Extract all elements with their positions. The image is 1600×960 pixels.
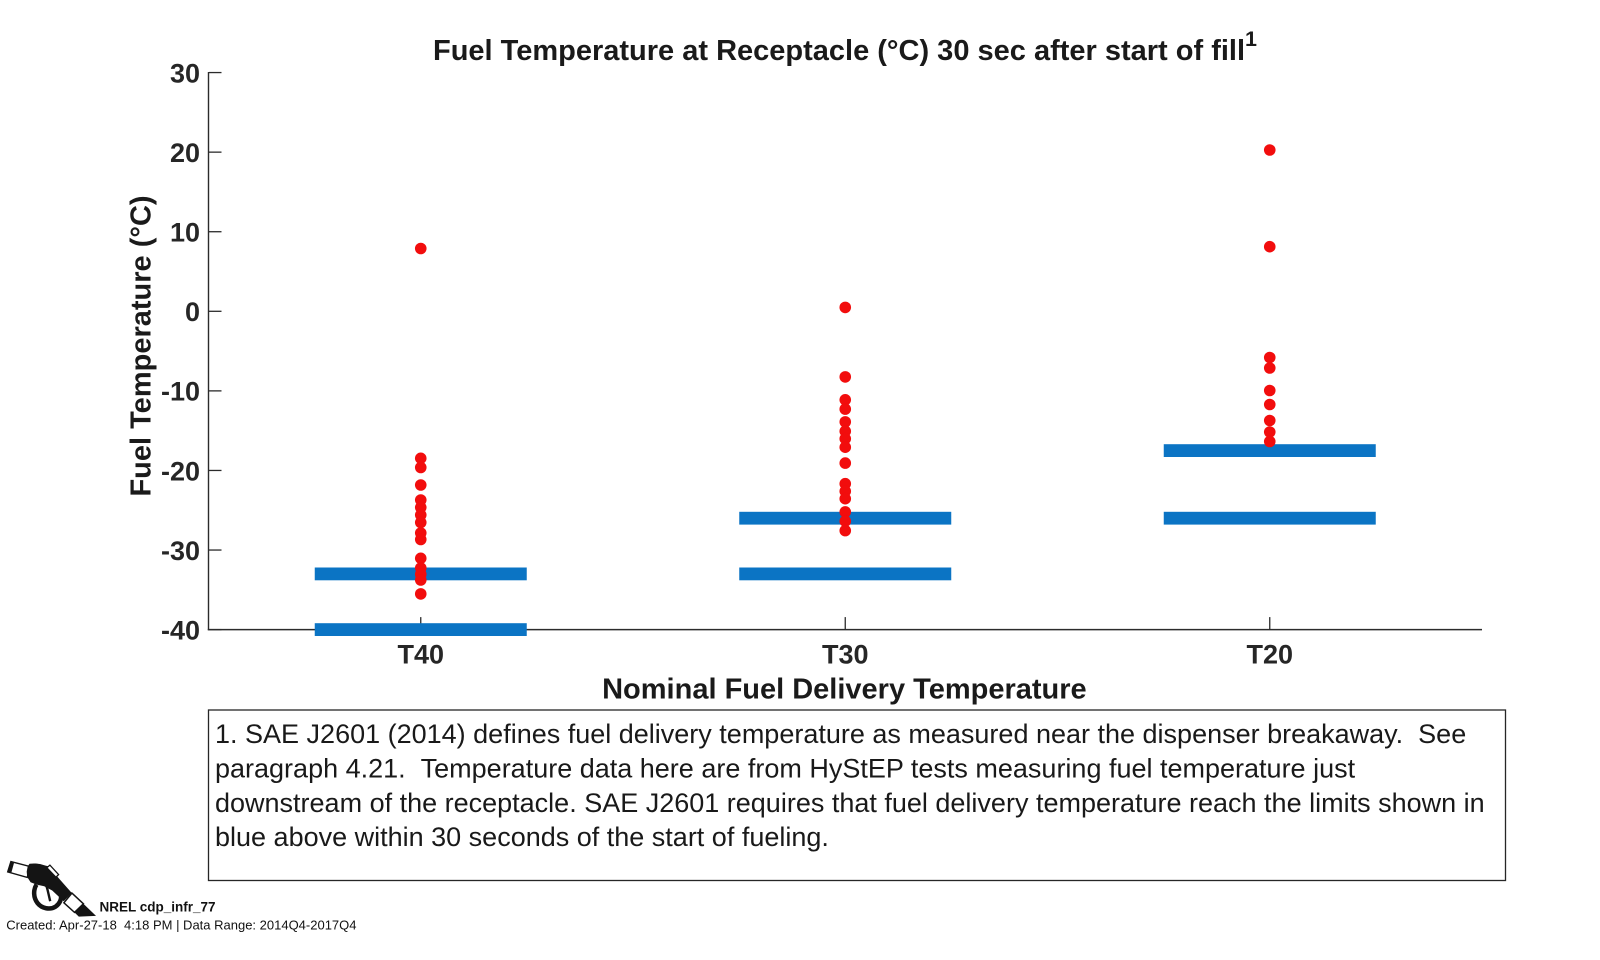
svg-text:1. SAE J2601 (2014) defines fu: 1. SAE J2601 (2014) defines fuel deliver… <box>215 719 1466 749</box>
svg-text:20: 20 <box>170 138 200 168</box>
svg-text:T20: T20 <box>1246 640 1293 670</box>
svg-text:Nominal Fuel Delivery Temperat: Nominal Fuel Delivery Temperature <box>602 674 1087 706</box>
svg-text:T40: T40 <box>397 640 444 670</box>
svg-text:blue above within 30 seconds o: blue above within 30 seconds of the star… <box>215 822 829 852</box>
svg-text:0: 0 <box>185 297 200 327</box>
svg-text:Created: Apr-27-18 4:18 PM |: Created: Apr-27-18 4:18 PM | Data Range:… <box>6 918 356 933</box>
svg-text:downstream of the receptacle.: downstream of the receptacle. SAE J2601 … <box>215 788 1485 818</box>
svg-text:-20: -20 <box>161 456 200 486</box>
svg-text:paragraph 4.21. Temperature d: paragraph 4.21. Temperature data here ar… <box>215 753 1356 783</box>
svg-text:10: 10 <box>170 218 200 248</box>
svg-text:Fuel Temperature (°C): Fuel Temperature (°C) <box>126 195 158 496</box>
svg-text:T30: T30 <box>822 640 869 670</box>
svg-text:-10: -10 <box>161 377 200 407</box>
svg-text:30: 30 <box>170 58 200 88</box>
svg-text:-40: -40 <box>161 616 200 646</box>
svg-text:-30: -30 <box>161 536 200 566</box>
svg-text:NREL cdp_infr_77: NREL cdp_infr_77 <box>100 899 216 914</box>
